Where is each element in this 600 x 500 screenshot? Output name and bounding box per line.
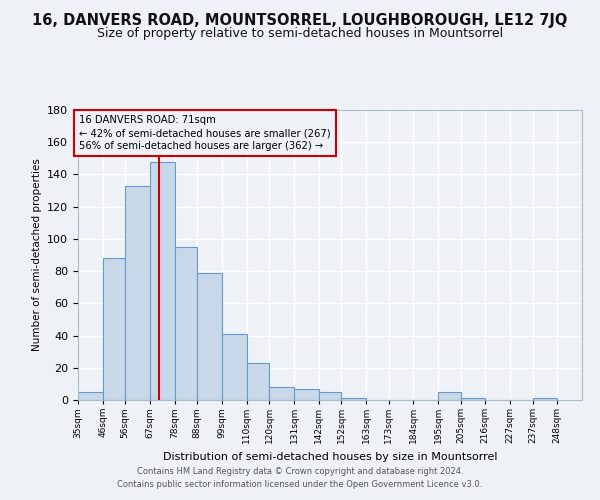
Bar xyxy=(294,388,319,400)
Bar xyxy=(269,387,294,400)
Text: Contains public sector information licensed under the Open Government Licence v3: Contains public sector information licen… xyxy=(118,480,482,489)
Bar xyxy=(222,334,247,400)
Bar xyxy=(103,258,125,400)
Bar xyxy=(197,272,222,400)
Bar xyxy=(150,162,175,400)
X-axis label: Distribution of semi-detached houses by size in Mountsorrel: Distribution of semi-detached houses by … xyxy=(163,452,497,462)
Text: Contains HM Land Registry data © Crown copyright and database right 2024.: Contains HM Land Registry data © Crown c… xyxy=(137,467,463,476)
Text: 16, DANVERS ROAD, MOUNTSORREL, LOUGHBOROUGH, LE12 7JQ: 16, DANVERS ROAD, MOUNTSORREL, LOUGHBORO… xyxy=(32,12,568,28)
Bar xyxy=(438,392,461,400)
Y-axis label: Number of semi-detached properties: Number of semi-detached properties xyxy=(32,158,41,352)
Bar xyxy=(78,392,103,400)
Bar xyxy=(175,247,197,400)
Bar xyxy=(247,363,269,400)
Bar xyxy=(341,398,366,400)
Bar xyxy=(125,186,150,400)
Bar xyxy=(533,398,557,400)
Text: 16 DANVERS ROAD: 71sqm
← 42% of semi-detached houses are smaller (267)
56% of se: 16 DANVERS ROAD: 71sqm ← 42% of semi-det… xyxy=(79,115,331,151)
Bar xyxy=(461,398,485,400)
Text: Size of property relative to semi-detached houses in Mountsorrel: Size of property relative to semi-detach… xyxy=(97,28,503,40)
Bar xyxy=(319,392,341,400)
